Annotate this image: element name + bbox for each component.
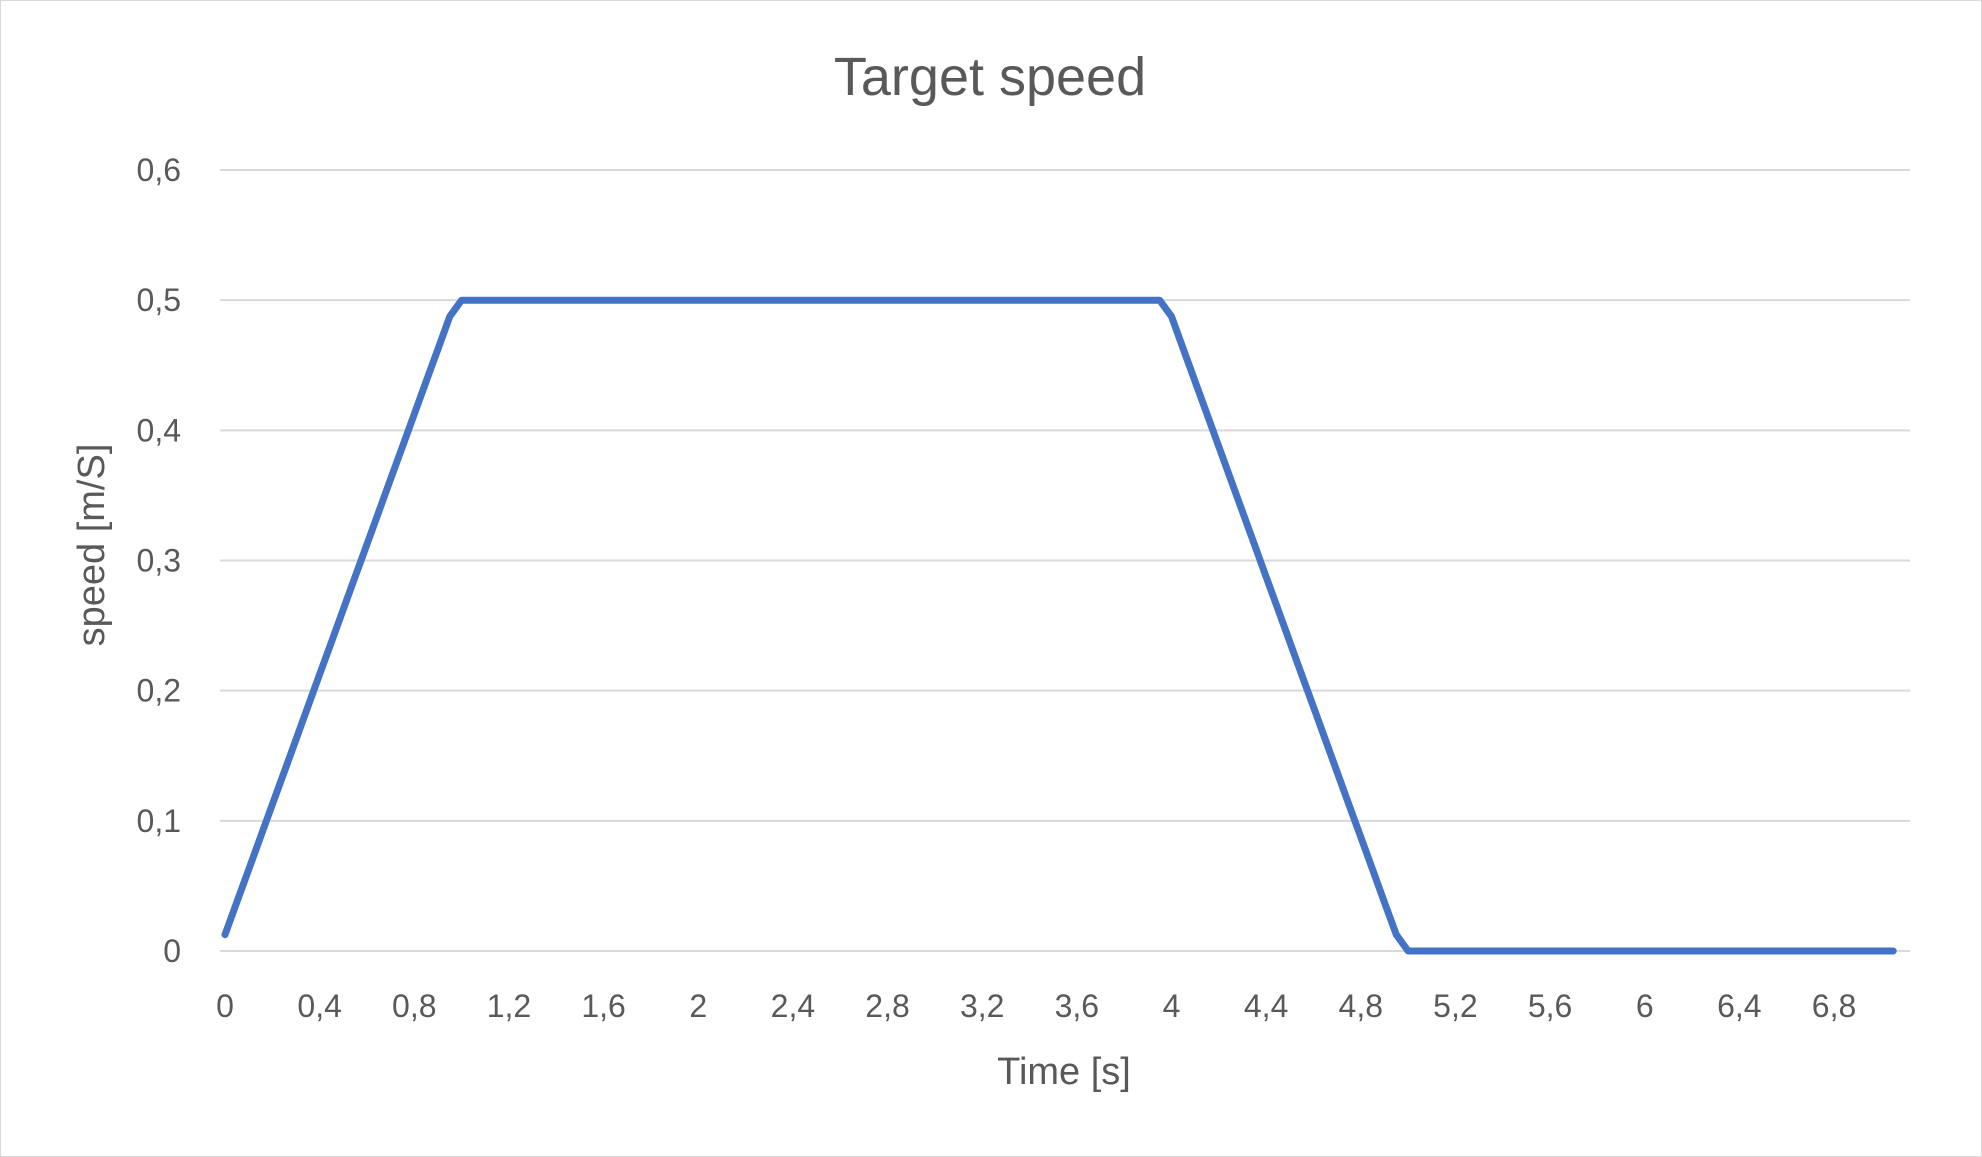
x-axis-ticks: 0 0,4 0,8 1,2 1,6 2 2,4 2,8 3,2 3,6 4 4,4 4,8 5,2 5,6 6… xyxy=(216,988,1856,1024)
x-tick-label: 4,8 xyxy=(1339,988,1383,1024)
y-tick-label: 0,6 xyxy=(137,152,181,188)
x-axis-title: Time [s] xyxy=(997,1051,1131,1093)
x-tick-label: 3,6 xyxy=(1055,988,1099,1024)
x-tick-label: 0,4 xyxy=(297,988,341,1024)
x-tick-label: 0,8 xyxy=(392,988,436,1024)
y-tick-label: 0,1 xyxy=(137,803,181,839)
x-tick-label: 2,8 xyxy=(865,988,909,1024)
y-tick-label: 0,5 xyxy=(137,282,181,318)
y-tick-label: 0,2 xyxy=(137,673,181,709)
x-tick-label: 0 xyxy=(216,988,234,1024)
x-tick-label: 6 xyxy=(1636,988,1654,1024)
y-axis-ticks: 0 0,1 0,2 0,3 0,4 0,5 0,6 xyxy=(137,152,181,969)
series-group xyxy=(221,296,1897,955)
y-tick-label: 0 xyxy=(163,933,181,969)
x-tick-label: 6,4 xyxy=(1717,988,1761,1024)
x-tick-label: 2,4 xyxy=(771,988,815,1024)
x-tick-label: 2 xyxy=(689,988,707,1024)
y-tick-label: 0,3 xyxy=(137,543,181,579)
x-tick-label: 6,8 xyxy=(1812,988,1856,1024)
x-tick-label: 4,4 xyxy=(1244,988,1288,1024)
x-tick-label: 5,2 xyxy=(1433,988,1477,1024)
gridlines xyxy=(220,169,1910,952)
series-line xyxy=(221,296,1897,955)
x-tick-label: 3,2 xyxy=(960,988,1004,1024)
x-tick-label: 4 xyxy=(1163,988,1181,1024)
x-tick-label: 5,6 xyxy=(1528,988,1572,1024)
y-tick-label: 0,4 xyxy=(137,412,181,448)
chart-title: Target speed xyxy=(834,47,1146,107)
x-tick-label: 1,2 xyxy=(487,988,531,1024)
y-axis-title: speed [m/S] xyxy=(71,444,113,647)
x-tick-label: 1,6 xyxy=(581,988,625,1024)
